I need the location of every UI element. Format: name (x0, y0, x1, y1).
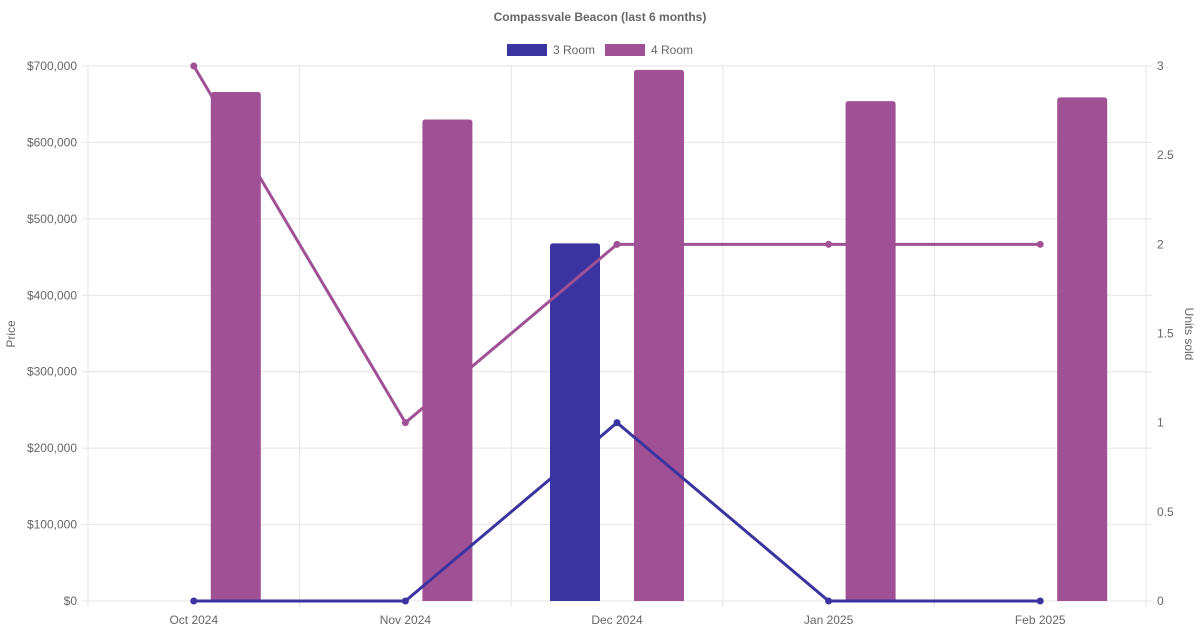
point-3-room (190, 597, 198, 605)
y2-tick-label: 1.5 (1157, 327, 1174, 341)
y2-axis-title: Units sold (1182, 308, 1196, 361)
legend-label-4-room: 4 Room (651, 43, 693, 57)
line-3-room (193, 421, 1041, 603)
y-tick-label: $700,000 (27, 59, 77, 73)
y2-axis-ticks: 0 0.5 1 1.5 2 2.5 3 (1157, 59, 1174, 608)
point-3-room (1036, 597, 1044, 605)
legend-label-3-room: 3 Room (553, 43, 595, 57)
bar-3-room (550, 243, 600, 602)
bar-4-room (845, 101, 896, 602)
bar-4-room (210, 91, 261, 601)
y-tick-label: $100,000 (27, 518, 77, 532)
y-tick-label: $500,000 (27, 212, 77, 226)
y2-tick-label: 3 (1157, 59, 1164, 73)
x-tick-label: Feb 2025 (1015, 613, 1066, 627)
y-tick-label: $400,000 (27, 288, 77, 302)
y-axis-title: Price (4, 320, 18, 348)
x-tick-label: Nov 2024 (380, 613, 432, 627)
y-tick-label: $600,000 (27, 135, 77, 149)
point-4-room (190, 62, 198, 70)
bar-4-room (1057, 97, 1108, 601)
bar-4-room (634, 69, 684, 602)
y2-tick-label: 1 (1157, 416, 1164, 430)
y2-tick-label: 2 (1157, 237, 1164, 251)
legend: 3 Room 4 Room (506, 43, 693, 57)
x-axis-ticks: Oct 2024 Nov 2024 Dec 2024 Jan 2025 Feb 2025 (169, 613, 1065, 627)
y2-tick-label: 0.5 (1157, 505, 1174, 519)
y-tick-label: $300,000 (27, 365, 77, 379)
bars (210, 69, 1108, 602)
bar-4-room (422, 119, 473, 601)
point-3-room (401, 597, 409, 605)
lines (190, 62, 1044, 605)
chart-title: Compassvale Beacon (last 6 months) (494, 10, 707, 24)
x-tick-label: Jan 2025 (804, 613, 854, 627)
point-4-room (401, 419, 409, 427)
x-tick-label: Dec 2024 (591, 613, 643, 627)
x-tick-label: Oct 2024 (169, 613, 218, 627)
point-3-room (825, 597, 833, 605)
legend-swatch-4-room (605, 44, 645, 56)
y-axis-ticks: $0 $100,000 $200,000 $300,000 $400,000 $500,0… (27, 59, 77, 608)
point-4-room (825, 240, 833, 248)
point-3-room (613, 419, 621, 427)
y-tick-label: $0 (64, 594, 78, 608)
point-4-room (613, 240, 621, 248)
y-tick-label: $200,000 (27, 441, 77, 455)
y2-tick-label: 2.5 (1157, 148, 1174, 162)
legend-swatch-3-room (506, 44, 547, 56)
point-4-room (1036, 240, 1044, 248)
y2-tick-label: 0 (1157, 594, 1164, 608)
